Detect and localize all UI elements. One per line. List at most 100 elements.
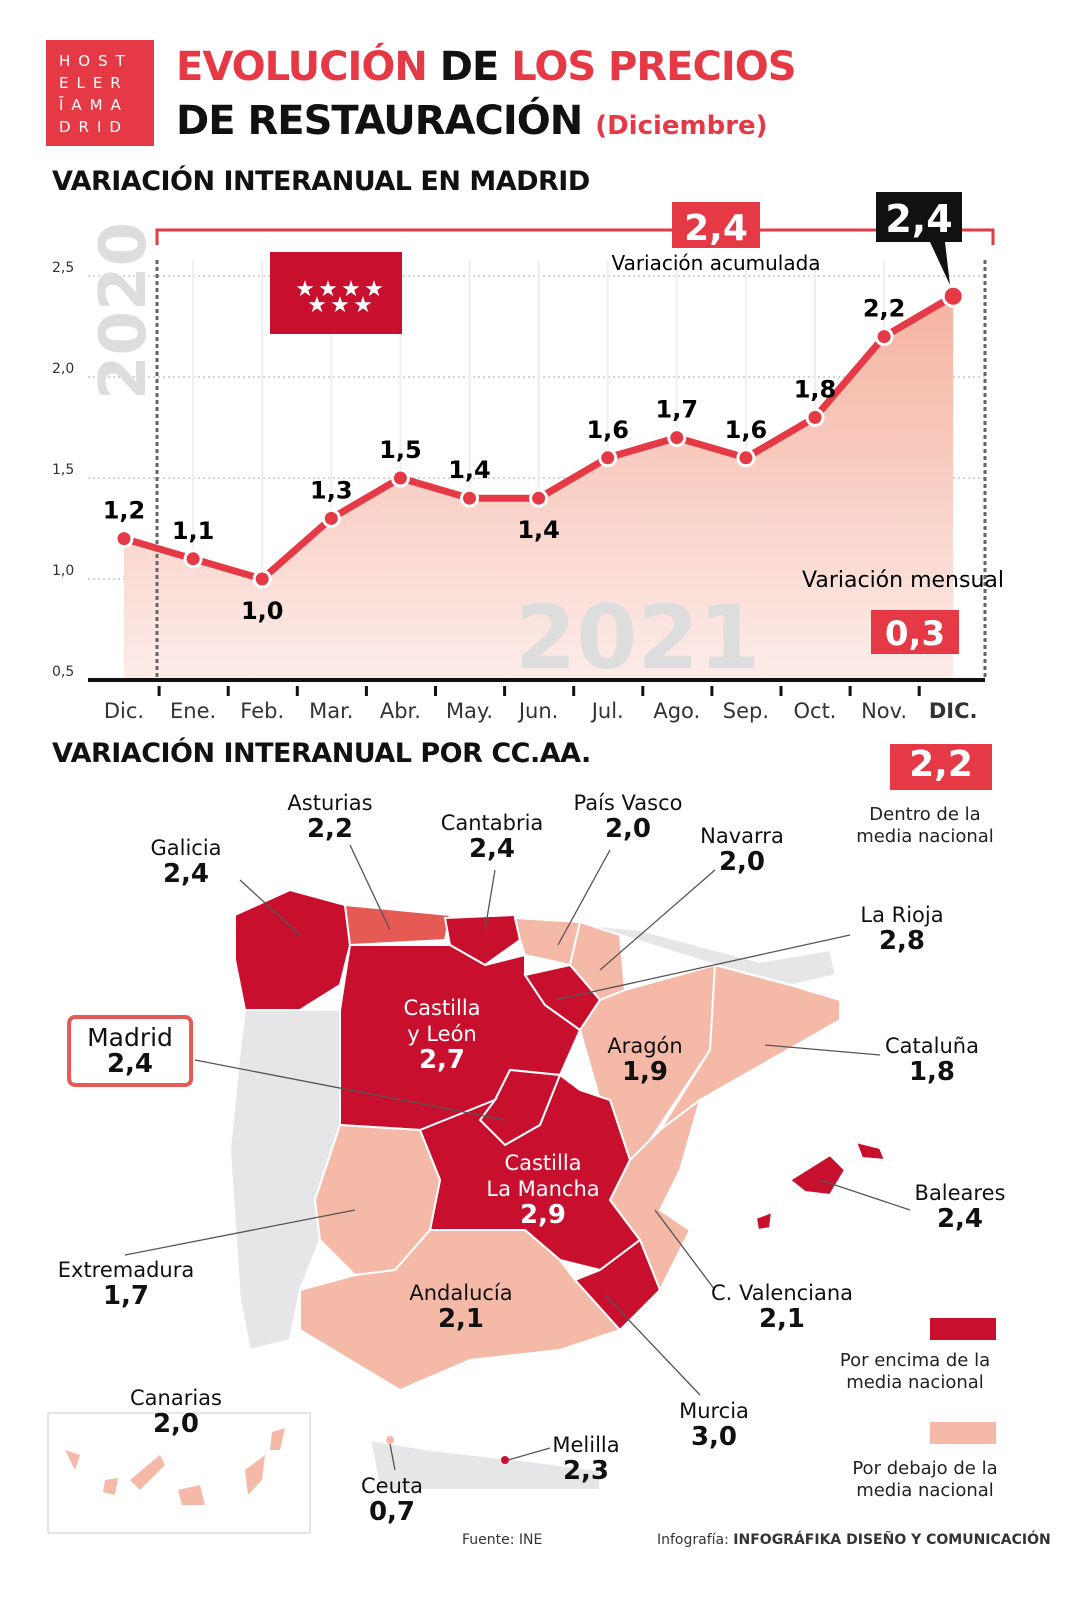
region-label-asturias: Asturias 2,2	[287, 791, 373, 844]
region-baleares	[788, 1153, 847, 1197]
title-line-2: DE RESTAURACIÓN (Diciembre)	[176, 98, 768, 144]
data-label: 1,4	[448, 456, 491, 484]
star-icon: ★	[353, 293, 373, 318]
melilla-dot	[501, 1456, 509, 1464]
x-tick-label: Ago.	[653, 699, 700, 723]
data-point	[805, 407, 825, 427]
region-pais-vasco	[513, 916, 582, 967]
ceuta-dot	[386, 1436, 394, 1444]
data-point	[941, 284, 965, 308]
data-point	[874, 327, 894, 347]
y-tick-label: 1,0	[52, 563, 74, 579]
data-label: 1,0	[241, 597, 284, 625]
logo: HOST ELER ĪAMA DRID	[46, 40, 154, 146]
x-tick-label: Dic.	[104, 699, 144, 723]
region-valenciana	[608, 1097, 702, 1293]
data-label: 1,3	[310, 476, 353, 504]
x-tick-label: Oct.	[794, 699, 837, 723]
x-tick-label: Mar.	[309, 699, 353, 723]
region-label-andalucía: Andalucía 2,1	[409, 1281, 513, 1334]
region-asturias	[343, 903, 452, 947]
data-label: 1,1	[172, 517, 215, 545]
region-baleares-2	[854, 1140, 887, 1162]
star-icon: ★	[295, 277, 315, 302]
star-icon: ★	[318, 277, 338, 302]
data-point	[252, 569, 272, 589]
data-point	[460, 488, 479, 508]
france-area	[514, 917, 838, 987]
region-label-aragón: Aragón 1,9	[607, 1034, 683, 1087]
region-label-la-rioja: La Rioja 2,8	[860, 903, 944, 956]
data-label: 1,2	[103, 497, 146, 525]
source: Fuente: INE	[462, 1532, 543, 1548]
morocco-area	[368, 1438, 601, 1491]
y-tick-label: 1,5	[52, 462, 74, 478]
region-label-cantabria: Cantabria 2,4	[440, 811, 544, 864]
region-label-canarias: Canarias 2,0	[130, 1386, 222, 1439]
national-average-badge: 2,2	[890, 744, 992, 790]
x-tick-label: Feb.	[240, 699, 284, 723]
year-label-2020: 2020	[87, 222, 161, 400]
data-point	[667, 428, 687, 448]
data-label: 1,5	[379, 436, 422, 464]
region-label-baleares: Baleares 2,4	[914, 1181, 1006, 1234]
region-label-madrid: Madrid 2,4	[67, 1015, 193, 1087]
data-label: 1,6	[725, 416, 768, 444]
madrid-flag	[270, 252, 402, 334]
data-label: 1,4	[517, 516, 560, 544]
star-icon: ★	[341, 277, 361, 302]
last-value-badge	[876, 192, 962, 242]
region-label-país-vasco: País Vasco 2,0	[573, 791, 683, 844]
data-point	[390, 468, 410, 488]
data-label: 1,8	[794, 375, 837, 403]
region-label-cataluña: Cataluña 1,8	[885, 1034, 979, 1087]
star-icon: ★	[330, 293, 350, 318]
callout-pointer	[930, 242, 950, 285]
x-tick-label: Ene.	[170, 699, 216, 723]
region-label-castilla-la-mancha: Castilla La Mancha 2,9	[486, 1151, 600, 1230]
year-label-2021: 2021	[515, 586, 760, 689]
y-tick-label: 2,5	[52, 260, 74, 276]
region-label-murcia: Murcia 3,0	[679, 1399, 749, 1452]
x-tick-label: Jul.	[590, 699, 624, 723]
title-line-1: EVOLUCIÓN DE LOS PRECIOS	[176, 44, 797, 90]
monthly-value: 0,3	[885, 614, 945, 654]
region-label-melilla: Melilla 2,3	[552, 1433, 620, 1486]
legend-below-swatch	[930, 1422, 996, 1444]
canarias-box	[47, 1412, 311, 1534]
y-tick-label: 0,5	[52, 664, 74, 680]
data-label: 1,6	[586, 416, 629, 444]
data-point	[736, 448, 756, 468]
credit: Infografía: INFOGRÁFIKA DISEÑO Y COMUNIC…	[657, 1532, 1051, 1548]
accumulated-badge	[672, 202, 760, 248]
x-tick-label: May.	[446, 699, 493, 723]
region-andalucia	[299, 1229, 622, 1392]
area-fill	[124, 296, 954, 680]
region-baleares-3	[754, 1210, 774, 1232]
national-average-label: Dentro de la media nacional	[856, 804, 994, 847]
region-label-c-valenciana: C. Valenciana 2,1	[710, 1281, 854, 1334]
data-label: 2,2	[863, 295, 906, 323]
region-label-navarra: Navarra 2,0	[700, 824, 784, 877]
section-title-ccaa: VARIACIÓN INTERANUAL POR CC.AA.	[52, 738, 591, 769]
x-tick-label: Nov.	[861, 699, 907, 723]
monthly-badge	[871, 610, 959, 654]
star-icon: ★	[364, 277, 384, 302]
data-point	[529, 488, 549, 508]
section-title-madrid: VARIACIÓN INTERANUAL EN MADRID	[52, 166, 590, 197]
data-point	[114, 529, 134, 549]
x-tick-label: Sep.	[723, 699, 769, 723]
data-point	[598, 448, 618, 468]
region-label-ceuta: Ceuta 0,7	[361, 1474, 423, 1527]
accumulated-bracket	[155, 228, 995, 245]
region-label-castilla-y-león: Castilla y León 2,7	[403, 996, 481, 1075]
monthly-label: Variación mensual	[802, 568, 1004, 593]
y-tick-label: 2,0	[52, 361, 74, 377]
last-value: 2,4	[885, 197, 952, 241]
accumulated-value: 2,4	[684, 208, 748, 249]
x-tick-label: Jun.	[517, 699, 559, 723]
region-label-galicia: Galicia 2,4	[150, 836, 222, 889]
legend-above-swatch	[930, 1318, 996, 1340]
